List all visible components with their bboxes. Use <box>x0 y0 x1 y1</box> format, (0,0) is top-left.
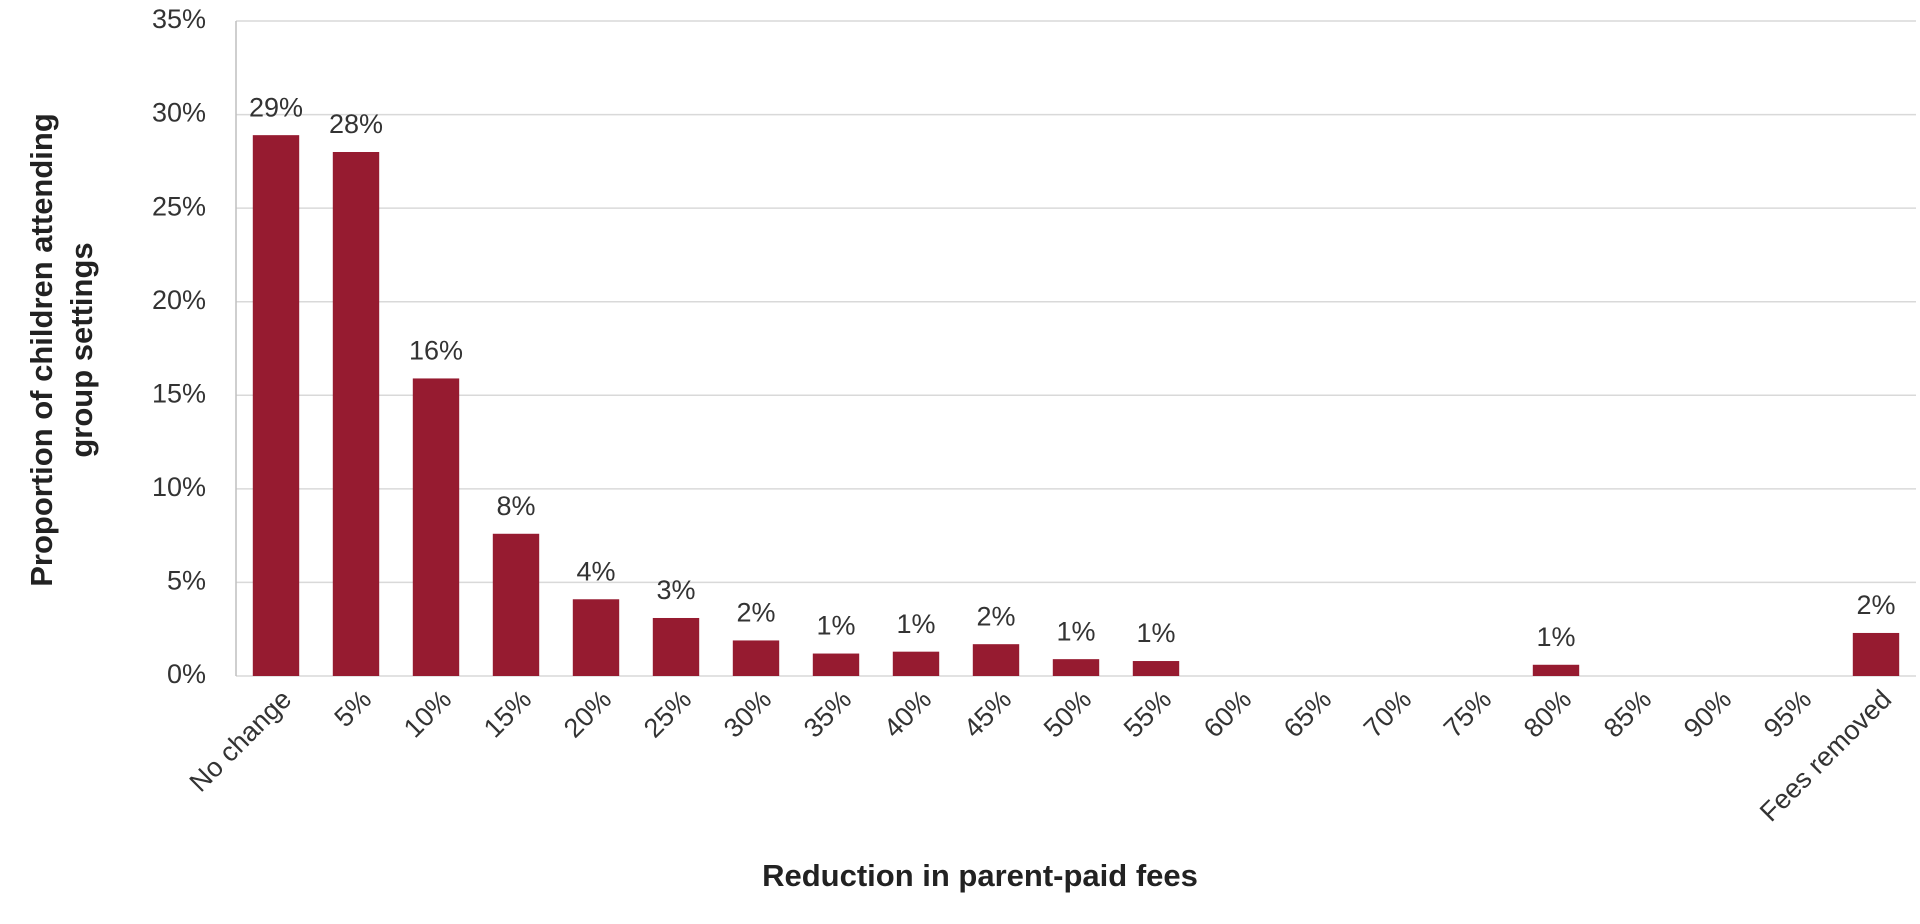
x-tick-label: 35% <box>798 684 857 743</box>
data-label: 8% <box>496 491 535 521</box>
x-tick-label: 40% <box>878 684 937 743</box>
data-label: 1% <box>1536 622 1575 652</box>
y-tick-label: 10% <box>152 472 206 502</box>
y-tick-label: 20% <box>152 285 206 315</box>
bar <box>492 533 540 676</box>
x-tick-label: 60% <box>1198 684 1257 743</box>
x-tick-label: 30% <box>718 684 777 743</box>
y-tick-label: 35% <box>152 4 206 34</box>
x-tick-label: 10% <box>398 684 457 743</box>
data-label: 2% <box>976 601 1015 631</box>
y-tick-label: 0% <box>167 659 206 689</box>
data-label: 16% <box>409 336 463 366</box>
data-label: 28% <box>329 109 383 139</box>
bar <box>572 599 620 676</box>
x-tick-label: 70% <box>1358 684 1417 743</box>
y-tick-label: 25% <box>152 191 206 221</box>
y-tick-label: 30% <box>152 98 206 128</box>
x-tick-label: 85% <box>1598 684 1657 743</box>
bar <box>652 617 700 676</box>
x-tick-label: 25% <box>638 684 697 743</box>
x-axis-title: Reduction in parent-paid fees <box>762 858 1198 893</box>
bar <box>892 651 940 676</box>
bar <box>1132 661 1180 676</box>
x-tick-label: 5% <box>328 684 377 733</box>
data-label: 2% <box>1856 590 1895 620</box>
data-label: 4% <box>576 556 615 586</box>
bar <box>1852 632 1900 676</box>
x-tick-label: 65% <box>1278 684 1337 743</box>
x-tick-label: 50% <box>1038 684 1097 743</box>
bar <box>1052 659 1100 676</box>
data-label: 3% <box>656 575 695 605</box>
data-label: 1% <box>896 609 935 639</box>
x-tick-label: 15% <box>478 684 537 743</box>
data-label: 1% <box>1136 618 1175 648</box>
data-label: 1% <box>816 611 855 641</box>
y-axis-title: Proportion of children attending <box>24 113 59 587</box>
bar <box>732 640 780 676</box>
data-label: 2% <box>736 598 775 628</box>
data-label: 1% <box>1056 616 1095 646</box>
x-tick-label: 55% <box>1118 684 1177 743</box>
x-tick-label: 95% <box>1758 684 1817 743</box>
x-tick-label: 20% <box>558 684 617 743</box>
bar <box>1532 664 1580 676</box>
x-tick-label: No change <box>184 684 298 798</box>
x-tick-label: 45% <box>958 684 1017 743</box>
x-tick-label: 80% <box>1518 684 1577 743</box>
x-tick-label: 75% <box>1438 684 1497 743</box>
bar <box>252 135 300 676</box>
bar <box>412 378 460 676</box>
y-tick-label: 15% <box>152 378 206 408</box>
bar <box>332 152 380 676</box>
y-tick-label: 5% <box>167 566 206 596</box>
x-tick-label: 90% <box>1678 684 1737 743</box>
data-label: 29% <box>249 92 303 122</box>
bar <box>812 653 860 676</box>
y-axis-title: group settings <box>64 242 99 457</box>
bar <box>972 644 1020 676</box>
